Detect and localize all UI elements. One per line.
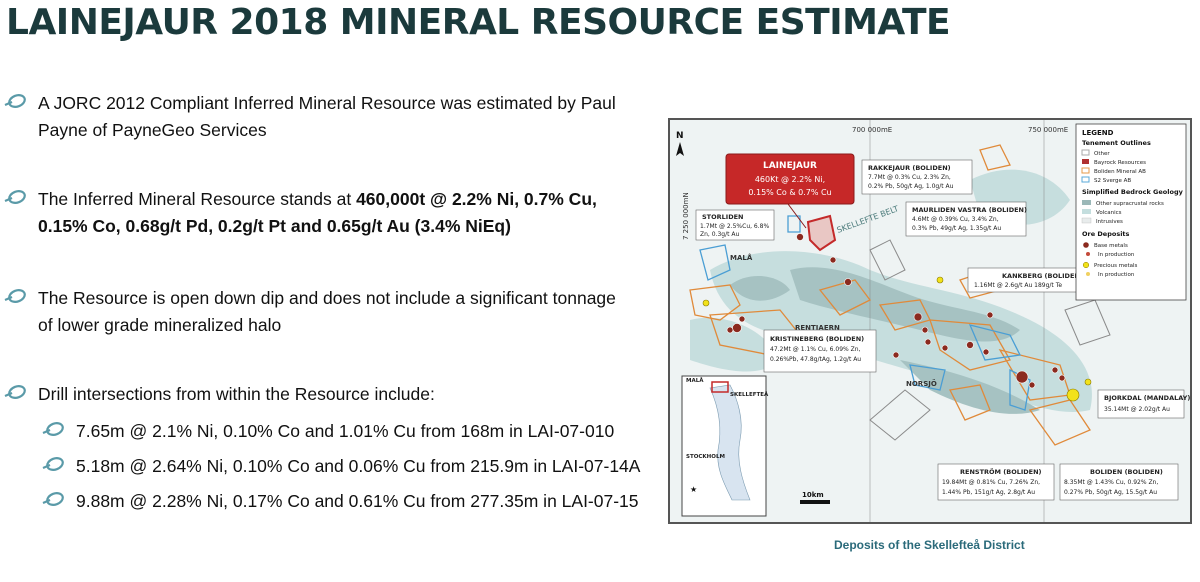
bullet-item: A JORC 2012 Compliant Inferred Mineral R…: [4, 90, 628, 144]
bullet-icon: [4, 190, 26, 204]
place-label: MALÅ: [730, 253, 753, 262]
svg-text:BJORKDAL (MANDALAY): BJORKDAL (MANDALAY): [1104, 394, 1190, 402]
svg-text:4.6Mt @ 0.39% Cu, 3.4% Zn,: 4.6Mt @ 0.39% Cu, 3.4% Zn,: [912, 216, 999, 223]
intersection-text: 9.88m @ 2.28% Ni, 0.17% Co and 0.61% Cu …: [76, 491, 639, 511]
svg-text:1.7Mt @ 2.5%Cu, 6.8%: 1.7Mt @ 2.5%Cu, 6.8%: [700, 223, 769, 230]
svg-text:Zn, 0.3g/t Au: Zn, 0.3g/t Au: [700, 231, 739, 238]
map-legend: LEGEND Tenement Outlines Other Bayrock R…: [1075, 123, 1187, 301]
bullet-icon: [4, 289, 26, 303]
svg-text:Ore Deposits: Ore Deposits: [1082, 230, 1130, 238]
svg-text:LAINEJAUR: LAINEJAUR: [763, 161, 817, 171]
bullet-icon: [42, 422, 64, 436]
deposit-callout: STORLIDEN 1.7Mt @ 2.5%Cu, 6.8% Zn, 0.3g/…: [695, 209, 775, 241]
deposit-callout: MAURLIDEN VASTRA (BOLIDEN) 4.6Mt @ 0.39%…: [905, 201, 1027, 237]
svg-text:19.84Mt @ 0.81% Cu, 7.26% Zn,: 19.84Mt @ 0.81% Cu, 7.26% Zn,: [942, 479, 1040, 486]
intersection-item: 7.65m @ 2.1% Ni, 0.10% Co and 1.01% Cu f…: [42, 418, 646, 445]
svg-text:1.44% Pb, 151g/t Ag, 2.8g/t Au: 1.44% Pb, 151g/t Ag, 2.8g/t Au: [942, 489, 1035, 496]
bullet-icon: [4, 94, 26, 108]
scale-bar: 10km: [800, 491, 830, 504]
intersection-text: 7.65m @ 2.1% Ni, 0.10% Co and 1.01% Cu f…: [76, 421, 615, 441]
svg-text:RENSTRÖM (BOLIDEN): RENSTRÖM (BOLIDEN): [960, 467, 1042, 476]
map-caption: Deposits of the Skellefteå District: [834, 538, 1025, 552]
district-map: 700 000mE 750 000mE 7 250 000mN N: [668, 118, 1192, 524]
bullet-text: The Inferred Mineral Resource stands at …: [38, 186, 628, 240]
deposit-callout: BJORKDAL (MANDALAY) 35.14Mt @ 2.02g/t Au: [1097, 389, 1190, 419]
grid-label: 750 000mE: [1028, 126, 1068, 134]
north-arrow-icon: N: [676, 131, 684, 156]
bullet-text: The Resource is open down dip and does n…: [38, 288, 616, 335]
svg-text:BOLIDEN (BOLIDEN): BOLIDEN (BOLIDEN): [1090, 468, 1163, 476]
svg-text:★: ★: [690, 485, 697, 494]
svg-text:47.2Mt @ 1.1% Cu, 6.09% Zn,: 47.2Mt @ 1.1% Cu, 6.09% Zn,: [770, 346, 861, 353]
svg-text:10km: 10km: [802, 491, 824, 499]
bullet-item: The Resource is open down dip and does n…: [4, 285, 628, 339]
svg-text:Volcanics: Volcanics: [1096, 210, 1122, 216]
bullet-text: Drill intersections from within the Reso…: [38, 384, 435, 404]
lainejaur-callout: LAINEJAUR 460Kt @ 2.2% Ni, 0.15% Co & 0.…: [725, 153, 855, 229]
svg-text:SKELLEFTEÅ: SKELLEFTEÅ: [730, 391, 769, 398]
svg-text:35.14Mt @ 2.02g/t Au: 35.14Mt @ 2.02g/t Au: [1104, 406, 1170, 413]
svg-text:LEGEND: LEGEND: [1082, 129, 1114, 137]
svg-text:Bayrock Resources: Bayrock Resources: [1094, 160, 1146, 166]
svg-text:0.26%Pb, 47.8g/tAg, 1.2g/t Au: 0.26%Pb, 47.8g/tAg, 1.2g/t Au: [770, 356, 861, 363]
resource-figures: 460,000t @ 2.2% Ni, 0.7% Cu, 0.15% Co, 0…: [38, 189, 597, 236]
deposit-callout: KANKBERG (BOLIDEN) 1.16Mt @ 2.6g/t Au 18…: [967, 267, 1083, 293]
svg-text:MAURLIDEN VASTRA (BOLIDEN): MAURLIDEN VASTRA (BOLIDEN): [912, 206, 1027, 214]
svg-text:8.35Mt @ 1.43% Cu, 0.92% Zn,: 8.35Mt @ 1.43% Cu, 0.92% Zn,: [1064, 479, 1158, 486]
bullet-icon: [4, 385, 26, 399]
svg-text:N: N: [676, 131, 684, 141]
place-label: NORSJÖ: [906, 379, 937, 388]
svg-text:Base metals: Base metals: [1094, 243, 1128, 249]
svg-text:MALÅ: MALÅ: [686, 377, 704, 384]
svg-text:Precious metals: Precious metals: [1094, 263, 1138, 269]
svg-text:0.27% Pb, 50g/t Ag, 15.5g/t Au: 0.27% Pb, 50g/t Ag, 15.5g/t Au: [1064, 489, 1157, 496]
svg-text:RAKKEJAUR (BOLIDEN): RAKKEJAUR (BOLIDEN): [868, 164, 951, 172]
deposit-callout: KRISTINEBERG (BOLIDEN) 47.2Mt @ 1.1% Cu,…: [763, 329, 877, 373]
svg-text:KRISTINEBERG (BOLIDEN): KRISTINEBERG (BOLIDEN): [770, 335, 864, 343]
svg-text:Tenement Outlines: Tenement Outlines: [1082, 139, 1151, 147]
page-title: LAINEJAUR 2018 MINERAL RESOURCE ESTIMATE: [6, 2, 951, 43]
svg-text:Simplified Bedrock Geology: Simplified Bedrock Geology: [1082, 188, 1184, 196]
svg-text:S2 Sverge AB: S2 Sverge AB: [1094, 178, 1131, 184]
svg-text:460Kt @ 2.2% Ni,: 460Kt @ 2.2% Ni,: [755, 175, 825, 184]
svg-text:Other supracrustal rocks: Other supracrustal rocks: [1096, 201, 1164, 207]
svg-text:1.16Mt @ 2.6g/t Au 189g/t Te: 1.16Mt @ 2.6g/t Au 189g/t Te: [974, 282, 1062, 289]
bullet-text: A JORC 2012 Compliant Inferred Mineral R…: [38, 93, 616, 140]
deposit-callout: RENSTRÖM (BOLIDEN) 19.84Mt @ 0.81% Cu, 7…: [937, 463, 1055, 501]
svg-text:7.7Mt @ 0.3% Cu, 2.3% Zn,: 7.7Mt @ 0.3% Cu, 2.3% Zn,: [868, 174, 951, 181]
svg-text:STOCKHOLM: STOCKHOLM: [686, 454, 725, 460]
svg-text:In production: In production: [1098, 272, 1135, 278]
intersection-text: 5.18m @ 2.64% Ni, 0.10% Co and 0.06% Cu …: [76, 456, 641, 476]
bullet-icon: [42, 492, 64, 506]
svg-text:STORLIDEN: STORLIDEN: [702, 213, 743, 221]
svg-text:In production: In production: [1098, 252, 1135, 258]
precious-metal-deposits: [702, 276, 1092, 402]
svg-text:Intrusives: Intrusives: [1096, 219, 1123, 225]
bayrock-tenement: [806, 214, 837, 252]
intersection-item: 9.88m @ 2.28% Ni, 0.17% Co and 0.61% Cu …: [42, 488, 646, 515]
grid-label: 700 000mE: [852, 126, 892, 134]
deposit-callout: RAKKEJAUR (BOLIDEN) 7.7Mt @ 0.3% Cu, 2.3…: [861, 159, 973, 195]
svg-text:0.15% Co & 0.7% Cu: 0.15% Co & 0.7% Cu: [748, 188, 831, 197]
bullet-item: The Inferred Mineral Resource stands at …: [4, 186, 628, 240]
bullet-text-plain: The Inferred Mineral Resource stands at: [38, 189, 357, 209]
grid-label: 7 250 000mN: [682, 192, 690, 240]
svg-text:0.3% Pb, 49g/t Ag, 1.35g/t Au: 0.3% Pb, 49g/t Ag, 1.35g/t Au: [912, 225, 1001, 232]
place-label: RENTJAERN: [795, 324, 840, 332]
svg-text:Other: Other: [1094, 151, 1110, 157]
intersection-item: 5.18m @ 2.64% Ni, 0.10% Co and 0.06% Cu …: [42, 453, 646, 480]
svg-text:KANKBERG (BOLIDEN): KANKBERG (BOLIDEN): [1002, 272, 1083, 280]
deposit-callout: BOLIDEN (BOLIDEN) 8.35Mt @ 1.43% Cu, 0.9…: [1059, 463, 1179, 501]
bullet-icon: [42, 457, 64, 471]
location-inset: MALÅ SKELLEFTEÅ STOCKHOLM ★: [681, 375, 769, 517]
svg-text:Boliden Mineral AB: Boliden Mineral AB: [1094, 169, 1146, 175]
svg-text:0.2% Pb, 50g/t Ag, 1.0g/t Au: 0.2% Pb, 50g/t Ag, 1.0g/t Au: [868, 183, 954, 190]
bullet-item: Drill intersections from within the Reso…: [4, 381, 628, 408]
base-metal-deposits: [726, 233, 1066, 389]
